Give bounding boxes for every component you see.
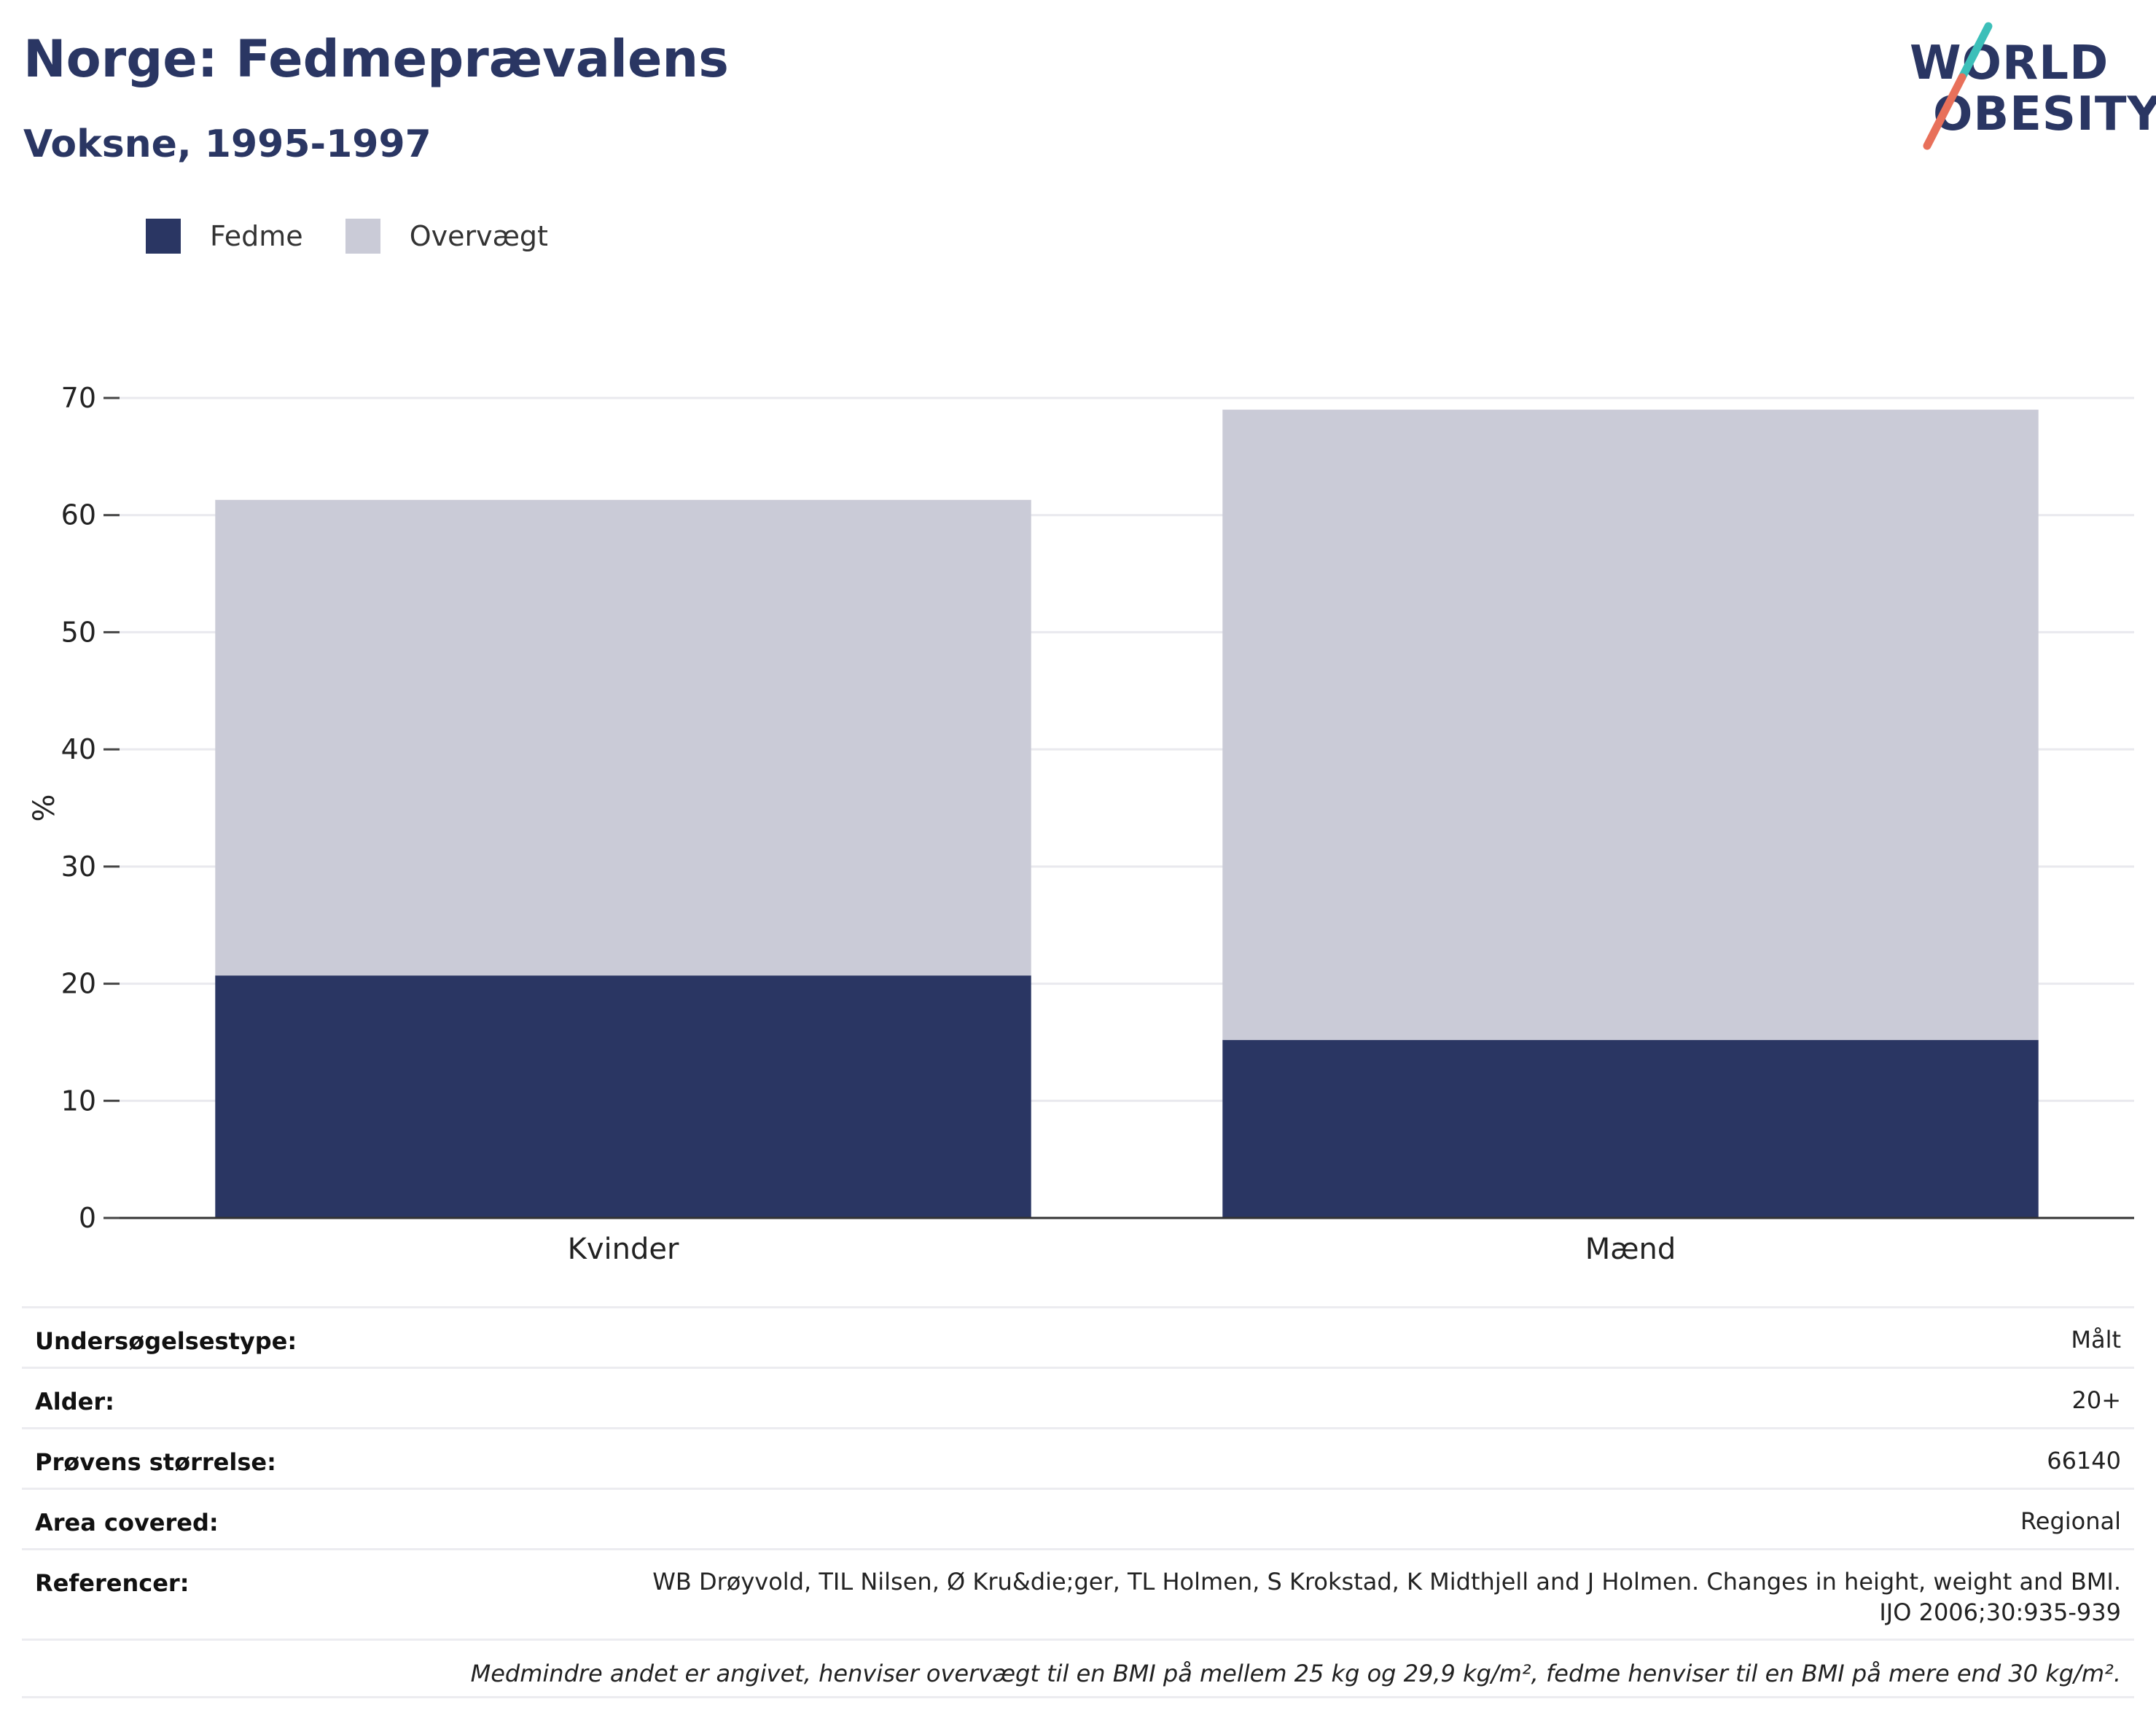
x-tick-label: Kvinder xyxy=(568,1233,679,1266)
info-row-sample-size: Prøvens størrelse: 66140 xyxy=(22,1427,2134,1488)
world-obesity-logo: WORLD OBESITY xyxy=(1895,20,2156,159)
info-row-definition-note: Medmindre andet er angivet, henviser ove… xyxy=(22,1639,2134,1698)
y-tick-label: 10 xyxy=(61,1085,96,1117)
info-value: WB Drøyvold, TIL Nilsen, Ø Kru&die;ger, … xyxy=(652,1568,2121,1626)
legend-swatch-fedme xyxy=(146,219,181,254)
info-value: Målt xyxy=(2071,1326,2121,1354)
legend-label-fedme: Fedme xyxy=(210,220,303,252)
y-tick-label: 30 xyxy=(61,851,96,883)
info-label: Area covered: xyxy=(35,1509,219,1536)
info-row-survey-type: Undersøgelsestype: Målt xyxy=(22,1306,2134,1367)
bar-mænd-series-1[interactable] xyxy=(1222,410,2039,1040)
info-value: Regional xyxy=(2020,1507,2121,1535)
definition-note: Medmindre andet er angivet, henviser ove… xyxy=(470,1660,2121,1687)
x-ticks: Kvinder Mænd xyxy=(568,1233,1676,1266)
info-label: Alder: xyxy=(35,1388,114,1415)
logo-slash-icon xyxy=(1923,22,1993,150)
info-label: Undersøgelsestype: xyxy=(35,1327,297,1355)
bar-kvinder-series-0[interactable] xyxy=(215,975,1031,1218)
bars xyxy=(215,410,2039,1218)
y-tick-label: 20 xyxy=(61,968,96,1000)
info-value: 66140 xyxy=(2047,1447,2121,1475)
legend-item-fedme[interactable]: Fedme xyxy=(146,219,303,254)
info-row-age: Alder: 20+ xyxy=(22,1367,2134,1427)
info-label: Referencer: xyxy=(35,1569,190,1597)
y-tick-label: 70 xyxy=(61,382,96,414)
info-label: Prøvens størrelse: xyxy=(35,1448,276,1476)
logo-line-2: OBESITY xyxy=(1933,87,2156,141)
chart-legend: Fedme Overvægt xyxy=(146,217,590,255)
y-tick-label: 60 xyxy=(61,499,96,531)
legend-item-overvaegt[interactable]: Overvægt xyxy=(345,219,548,254)
y-axis-label: % xyxy=(28,794,61,821)
info-row-area-covered: Area covered: Regional xyxy=(22,1488,2134,1548)
y-tick-label: 50 xyxy=(61,616,96,648)
bar-mænd-series-0[interactable] xyxy=(1222,1039,2039,1218)
y-ticks: 0 10 20 30 40 50 60 70 xyxy=(61,382,120,1234)
x-tick-label: Mænd xyxy=(1585,1233,1676,1266)
chart-title: Norge: Fedmeprævalens xyxy=(23,29,729,89)
bar-kvinder-series-1[interactable] xyxy=(215,499,1031,976)
info-value: 20+ xyxy=(2071,1386,2121,1414)
logo-line-1: WORLD xyxy=(1910,36,2109,90)
legend-label-overvaegt: Overvægt xyxy=(409,220,548,252)
legend-swatch-overvaegt xyxy=(345,219,380,254)
y-tick-label: 40 xyxy=(61,733,96,765)
bar-chart: 0 10 20 30 40 50 60 70 Kvinder Mænd % xyxy=(28,382,2134,1266)
info-row-references: Referencer: WB Drøyvold, TIL Nilsen, Ø K… xyxy=(22,1548,2134,1639)
survey-info-table: Undersøgelsestype: Målt Alder: 20+ Prøve… xyxy=(22,1306,2134,1698)
y-tick-label: 0 xyxy=(79,1202,96,1234)
chart-subtitle: Voksne, 1995-1997 xyxy=(23,122,431,166)
